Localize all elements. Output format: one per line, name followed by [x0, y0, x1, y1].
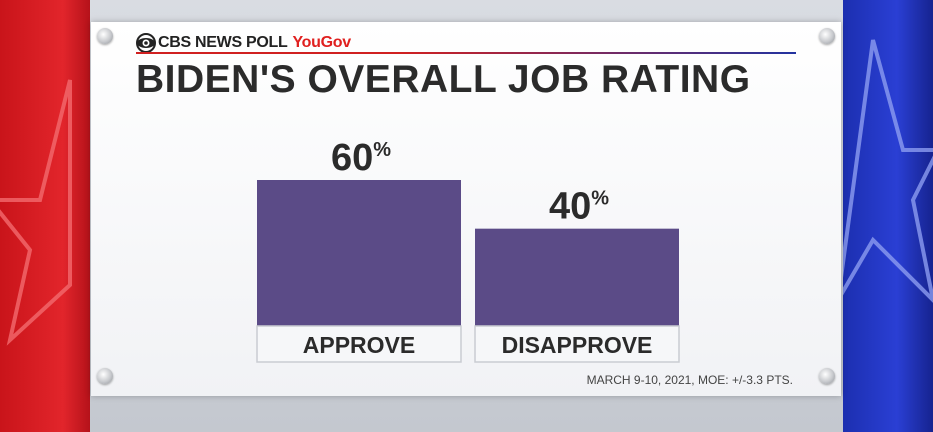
bar-chart: APPROVE 60% DISAPPROVE 40% [256, 137, 680, 363]
value-label-approve: 60% [331, 137, 391, 179]
value-label-disapprove: 40% [549, 186, 609, 228]
background-blue-panel [843, 0, 933, 432]
star-outline-icon [0, 79, 72, 346]
category-label-box [256, 325, 462, 363]
poll-footnote: MARCH 9-10, 2021, MOE: +/-3.3 PTS. [586, 373, 793, 387]
poll-graphic-panel: CBS NEWS POLL YouGov BIDEN'S OVERALL JOB… [91, 22, 841, 396]
chart-title: BIDEN'S OVERALL JOB RATING [136, 58, 751, 101]
category-label-disapprove: DISAPPROVE [502, 332, 653, 358]
brand-partner: YouGov [292, 34, 351, 51]
bar-disapprove [475, 228, 679, 326]
screw-icon [819, 28, 835, 44]
screw-icon [819, 368, 835, 384]
brand-header: CBS NEWS POLL YouGov [136, 32, 351, 54]
category-label-approve: APPROVE [303, 332, 415, 358]
screw-icon [97, 368, 113, 384]
header-rule [136, 52, 796, 54]
bar-approve [257, 180, 461, 326]
screw-icon [97, 28, 113, 44]
brand-network: CBS NEWS POLL [158, 34, 288, 51]
category-label-box [474, 325, 680, 363]
cbs-eye-logo-icon [136, 33, 156, 53]
star-outline-icon [843, 39, 933, 303]
background-red-panel [0, 0, 90, 432]
